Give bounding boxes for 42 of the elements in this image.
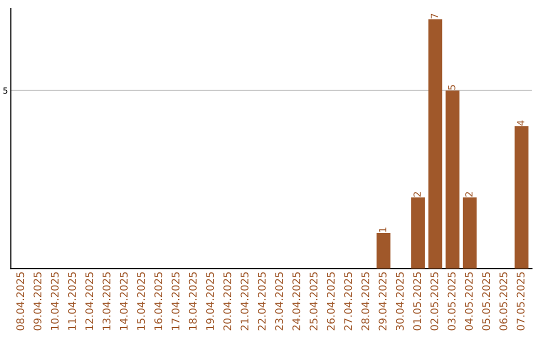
- x-tick-label: 25.04.2025: [310, 272, 318, 330]
- x-tick-label: 21.04.2025: [240, 272, 248, 330]
- x-tick-label: 07.05.2025: [516, 272, 525, 330]
- x-tick-label: 13.04.2025: [102, 272, 110, 330]
- x-tick-label: 29.04.2025: [378, 272, 387, 330]
- x-tick-label: 08.04.2025: [16, 272, 24, 330]
- x-tick-label: 05.05.2025: [482, 272, 490, 330]
- data-label: 2: [413, 192, 421, 197]
- bar: [411, 197, 425, 269]
- data-label: 2: [465, 192, 472, 197]
- x-tick-label: 19.04.2025: [206, 272, 214, 330]
- bar: [462, 197, 477, 269]
- x-tick-label: 20.04.2025: [223, 272, 232, 330]
- x-tick-label: 23.04.2025: [275, 272, 283, 330]
- bar: [446, 90, 460, 269]
- x-tick-label: 11.04.2025: [68, 272, 76, 330]
- x-tick-label: 30.04.2025: [396, 272, 404, 330]
- x-tick-label: 03.05.2025: [448, 272, 456, 330]
- data-label: 5: [448, 85, 456, 90]
- x-tick-label: 04.05.2025: [464, 272, 473, 330]
- data-label: 4: [517, 120, 524, 126]
- x-tick-label: 18.04.2025: [188, 272, 197, 330]
- x-tick-label: 17.04.2025: [172, 272, 180, 330]
- x-tick-label: 24.04.2025: [292, 272, 300, 330]
- x-tick-label: 28.04.2025: [361, 272, 370, 330]
- x-tick-label: 01.05.2025: [413, 272, 422, 330]
- x-tick-label: 15.04.2025: [137, 272, 145, 330]
- x-tick-label: 16.04.2025: [154, 272, 162, 330]
- bar: [514, 126, 528, 269]
- x-tick-label: 26.04.2025: [326, 272, 335, 330]
- bar: [428, 19, 442, 269]
- x-tick-label: 22.04.2025: [258, 272, 266, 330]
- bar: [376, 232, 390, 269]
- x-tick-label: 10.04.2025: [50, 272, 59, 330]
- x-tick-label: 27.04.2025: [344, 272, 352, 330]
- data-label: 7: [430, 14, 438, 18]
- x-tick-label: 06.05.2025: [499, 272, 508, 330]
- x-tick-label: 12.04.2025: [85, 272, 94, 330]
- data-label: 1: [379, 228, 386, 232]
- x-tick-label: 02.05.2025: [430, 272, 438, 330]
- x-tick-label: 14.04.2025: [120, 272, 128, 330]
- x-tick-label: 09.04.2025: [34, 272, 42, 330]
